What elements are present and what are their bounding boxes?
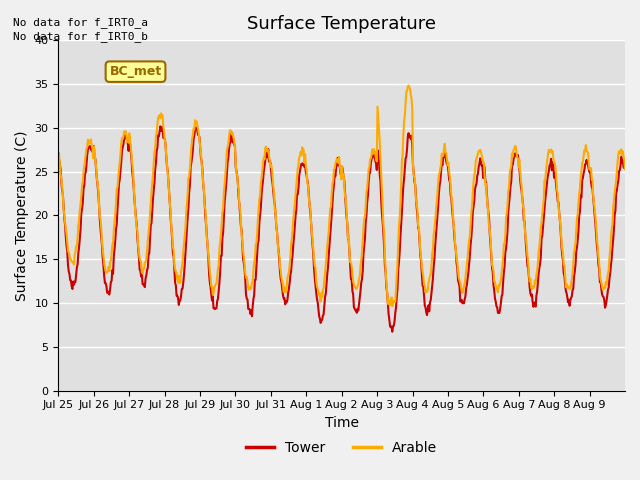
Tower xyxy=(433,215,441,221)
Arable xyxy=(253,232,261,238)
Tower xyxy=(275,257,283,263)
Legend: Tower, Arable: Tower, Arable xyxy=(241,436,443,461)
Tower xyxy=(121,134,129,140)
Arable xyxy=(404,83,412,88)
X-axis label: Time: Time xyxy=(324,416,358,430)
Line: Tower: Tower xyxy=(58,126,625,332)
Arable xyxy=(225,134,233,140)
Tower xyxy=(54,150,62,156)
Y-axis label: Surface Temperature (C): Surface Temperature (C) xyxy=(15,130,29,300)
Text: No data for f_IRT0_a: No data for f_IRT0_a xyxy=(13,17,148,28)
Text: BC_met: BC_met xyxy=(109,65,162,78)
Arable xyxy=(621,166,629,172)
Title: Surface Temperature: Surface Temperature xyxy=(247,15,436,33)
Arable xyxy=(121,131,129,136)
Arable xyxy=(388,303,396,309)
Tower xyxy=(388,329,396,335)
Tower xyxy=(402,156,410,162)
Tower xyxy=(254,240,262,246)
Arable xyxy=(54,153,62,159)
Arable xyxy=(401,112,409,118)
Tower xyxy=(226,141,234,146)
Tower xyxy=(157,123,164,129)
Tower xyxy=(621,165,629,170)
Arable xyxy=(433,192,441,197)
Arable xyxy=(275,250,282,256)
Text: No data for f_IRT0_b: No data for f_IRT0_b xyxy=(13,31,148,42)
Line: Arable: Arable xyxy=(58,85,625,306)
